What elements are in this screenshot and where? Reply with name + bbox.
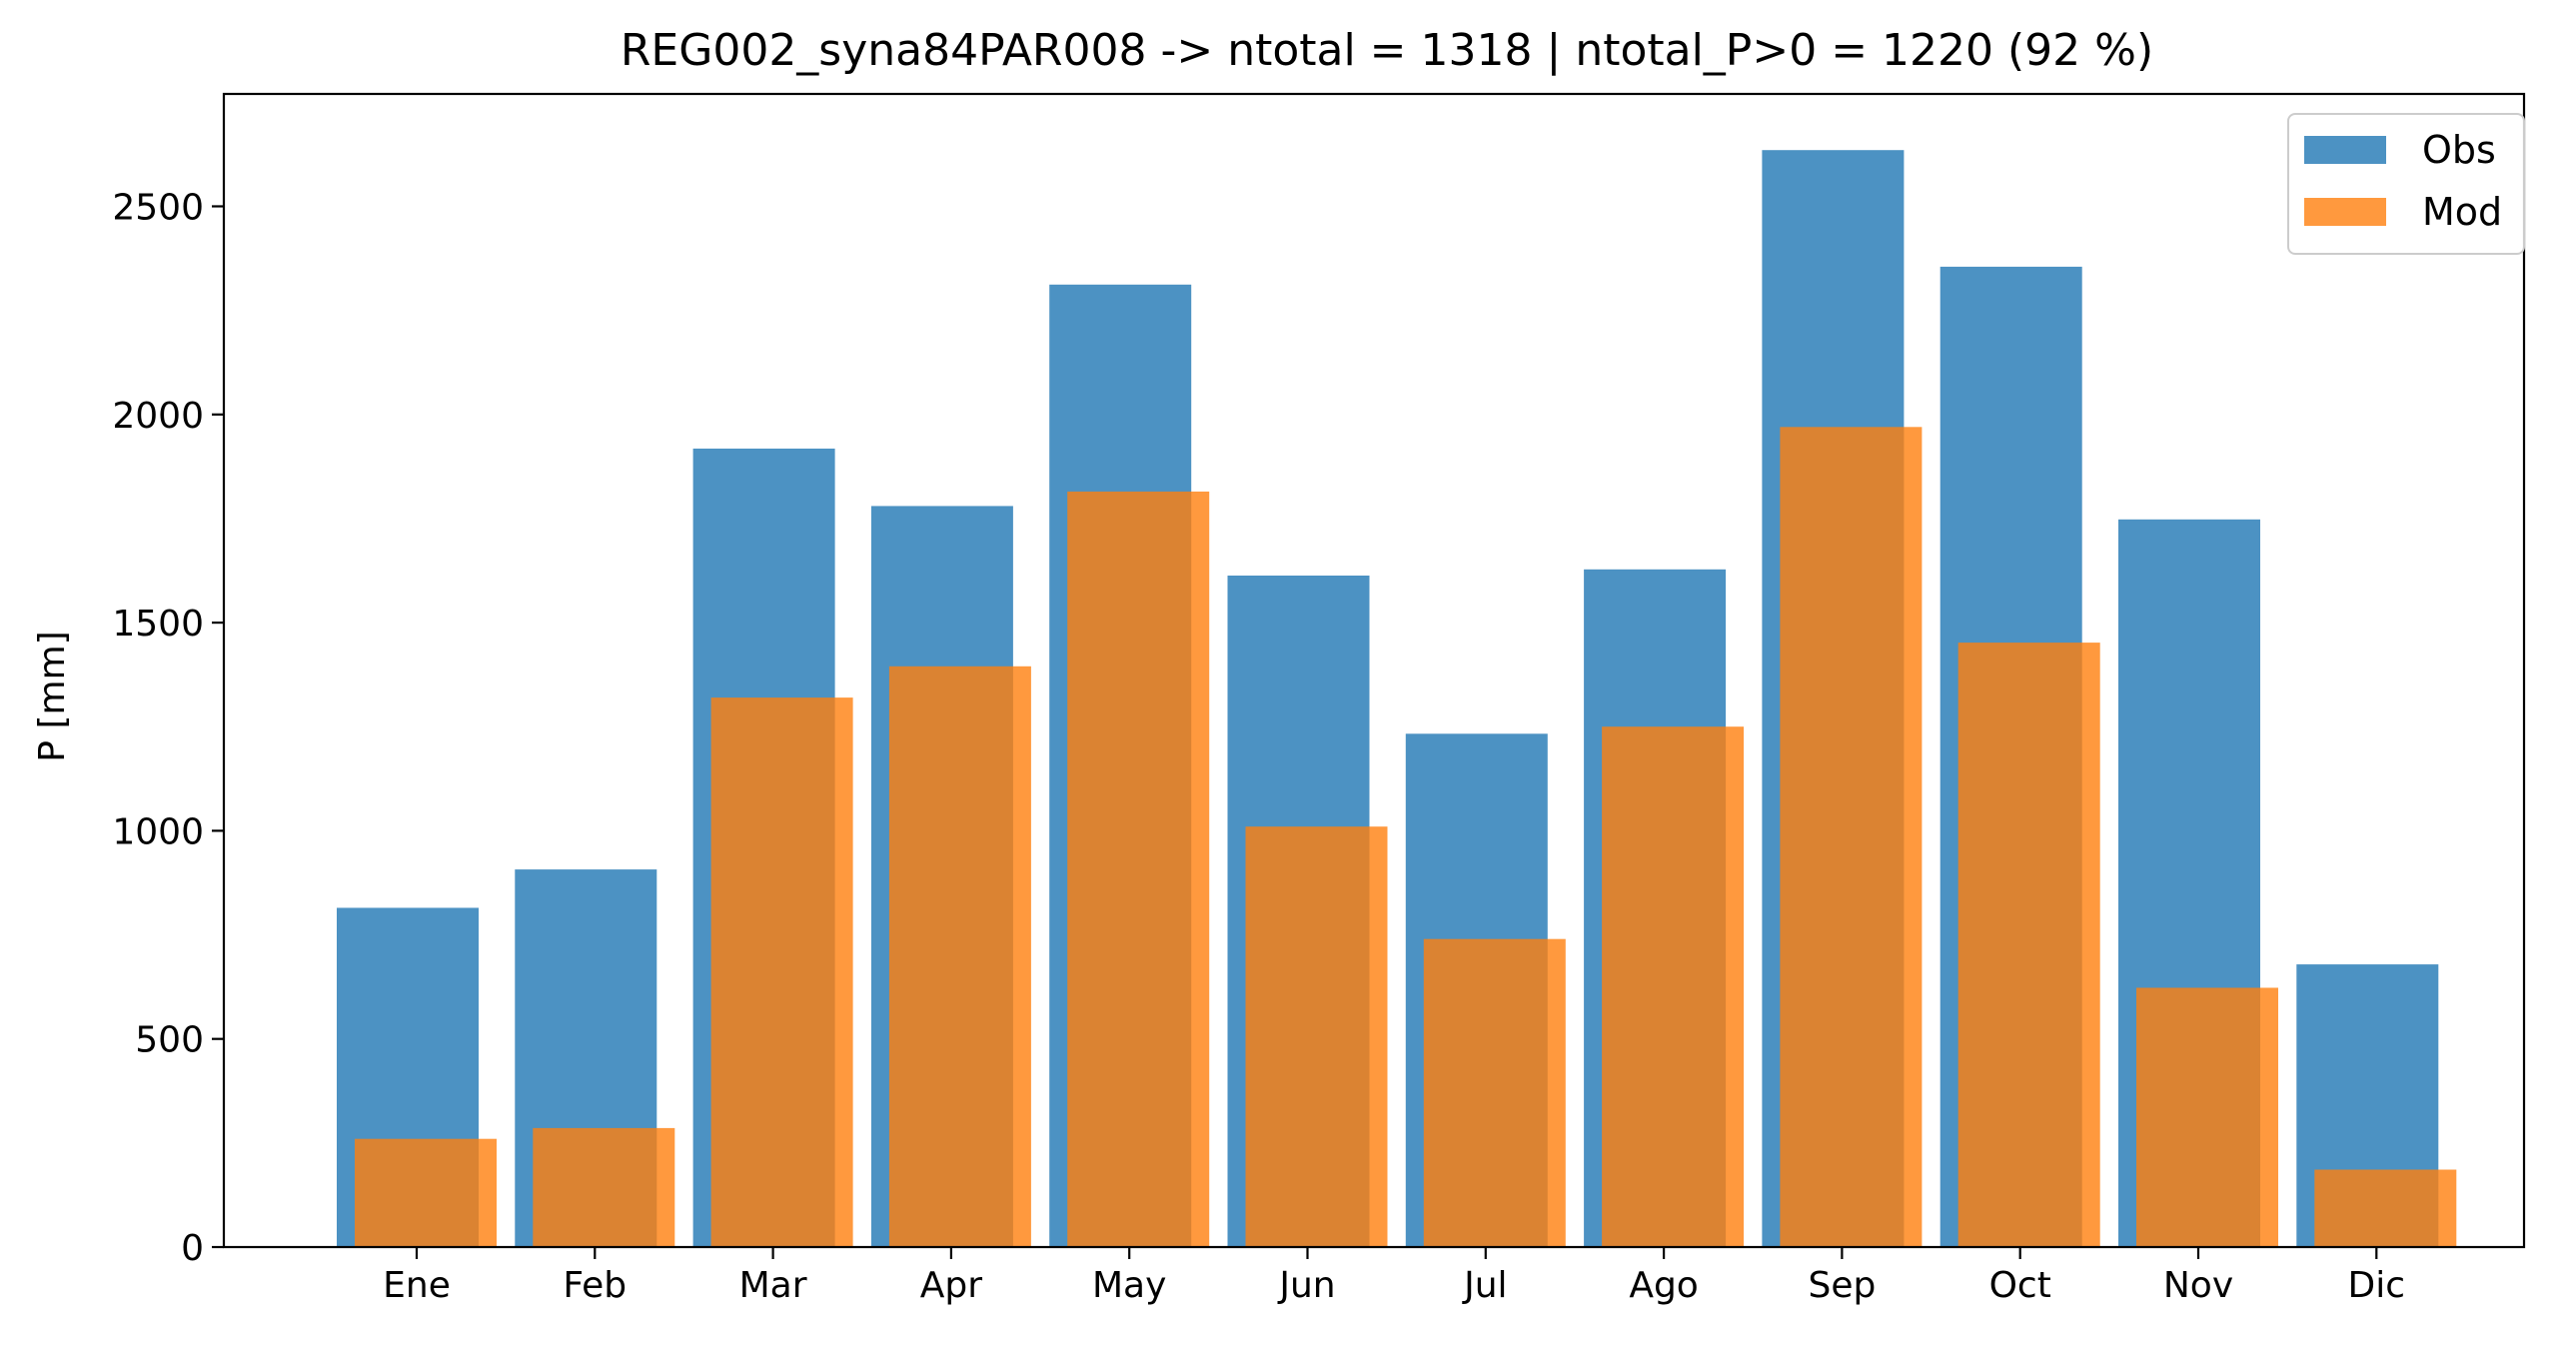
y-tick-label: 1500 [112,604,204,645]
x-tick-label: Nov [2163,1265,2233,1306]
legend-swatch-obs [2304,136,2386,164]
chart-title: REG002_syna84PAR008 -> ntotal = 1318 | n… [621,25,2153,76]
bar-mod-feb [533,1127,675,1247]
bar-mod-nov [2136,987,2278,1247]
legend-swatch-mod [2304,198,2386,226]
y-tick-label: 2500 [112,187,204,228]
bar-mod-mar [710,697,853,1247]
y-axis-label: P [mm] [32,631,73,761]
axes-layer: 0 500 1000 1500 2000 2500 Ene Feb Mar Apr May Jun Ju… [112,92,2526,1306]
legend-label-mod: Mod [2422,190,2502,234]
x-tick-label: Ene [383,1265,451,1306]
x-tick-label: Mar [739,1265,807,1306]
x-tick-label: Feb [563,1265,627,1306]
y-tick-label: 500 [135,1020,204,1061]
x-tick-label: Jul [1462,1265,1507,1306]
x-tick-label: Dic [2348,1265,2406,1306]
legend-label-obs: Obs [2422,128,2496,172]
bar-mod-oct [1957,643,2100,1247]
bar-mod-dic [2314,1169,2457,1247]
x-tick-label: Ago [1629,1265,1699,1306]
x-tick-label: May [1092,1265,1166,1306]
bar-mod-jun [1245,826,1388,1247]
bar-mod-may [1067,491,1210,1247]
bar-mod-ene [355,1138,497,1247]
bar-mod-jul [1423,938,1566,1247]
x-tick-label: Jun [1277,1265,1335,1306]
plot-frame [222,92,2526,1249]
bars-layer [337,150,2457,1248]
x-tick-label: Sep [1808,1265,1876,1306]
y-tick-label: 1000 [112,811,204,852]
bar-mod-sep [1780,427,1923,1247]
bar-mod-apr [888,666,1031,1247]
bar-mod-ago [1602,726,1745,1247]
x-tick-label: Apr [920,1265,982,1306]
legend: Obs Mod [2287,113,2525,255]
y-tick-label: 0 [181,1228,204,1269]
x-tick-label: Oct [1989,1265,2051,1306]
y-tick-label: 2000 [112,396,204,437]
